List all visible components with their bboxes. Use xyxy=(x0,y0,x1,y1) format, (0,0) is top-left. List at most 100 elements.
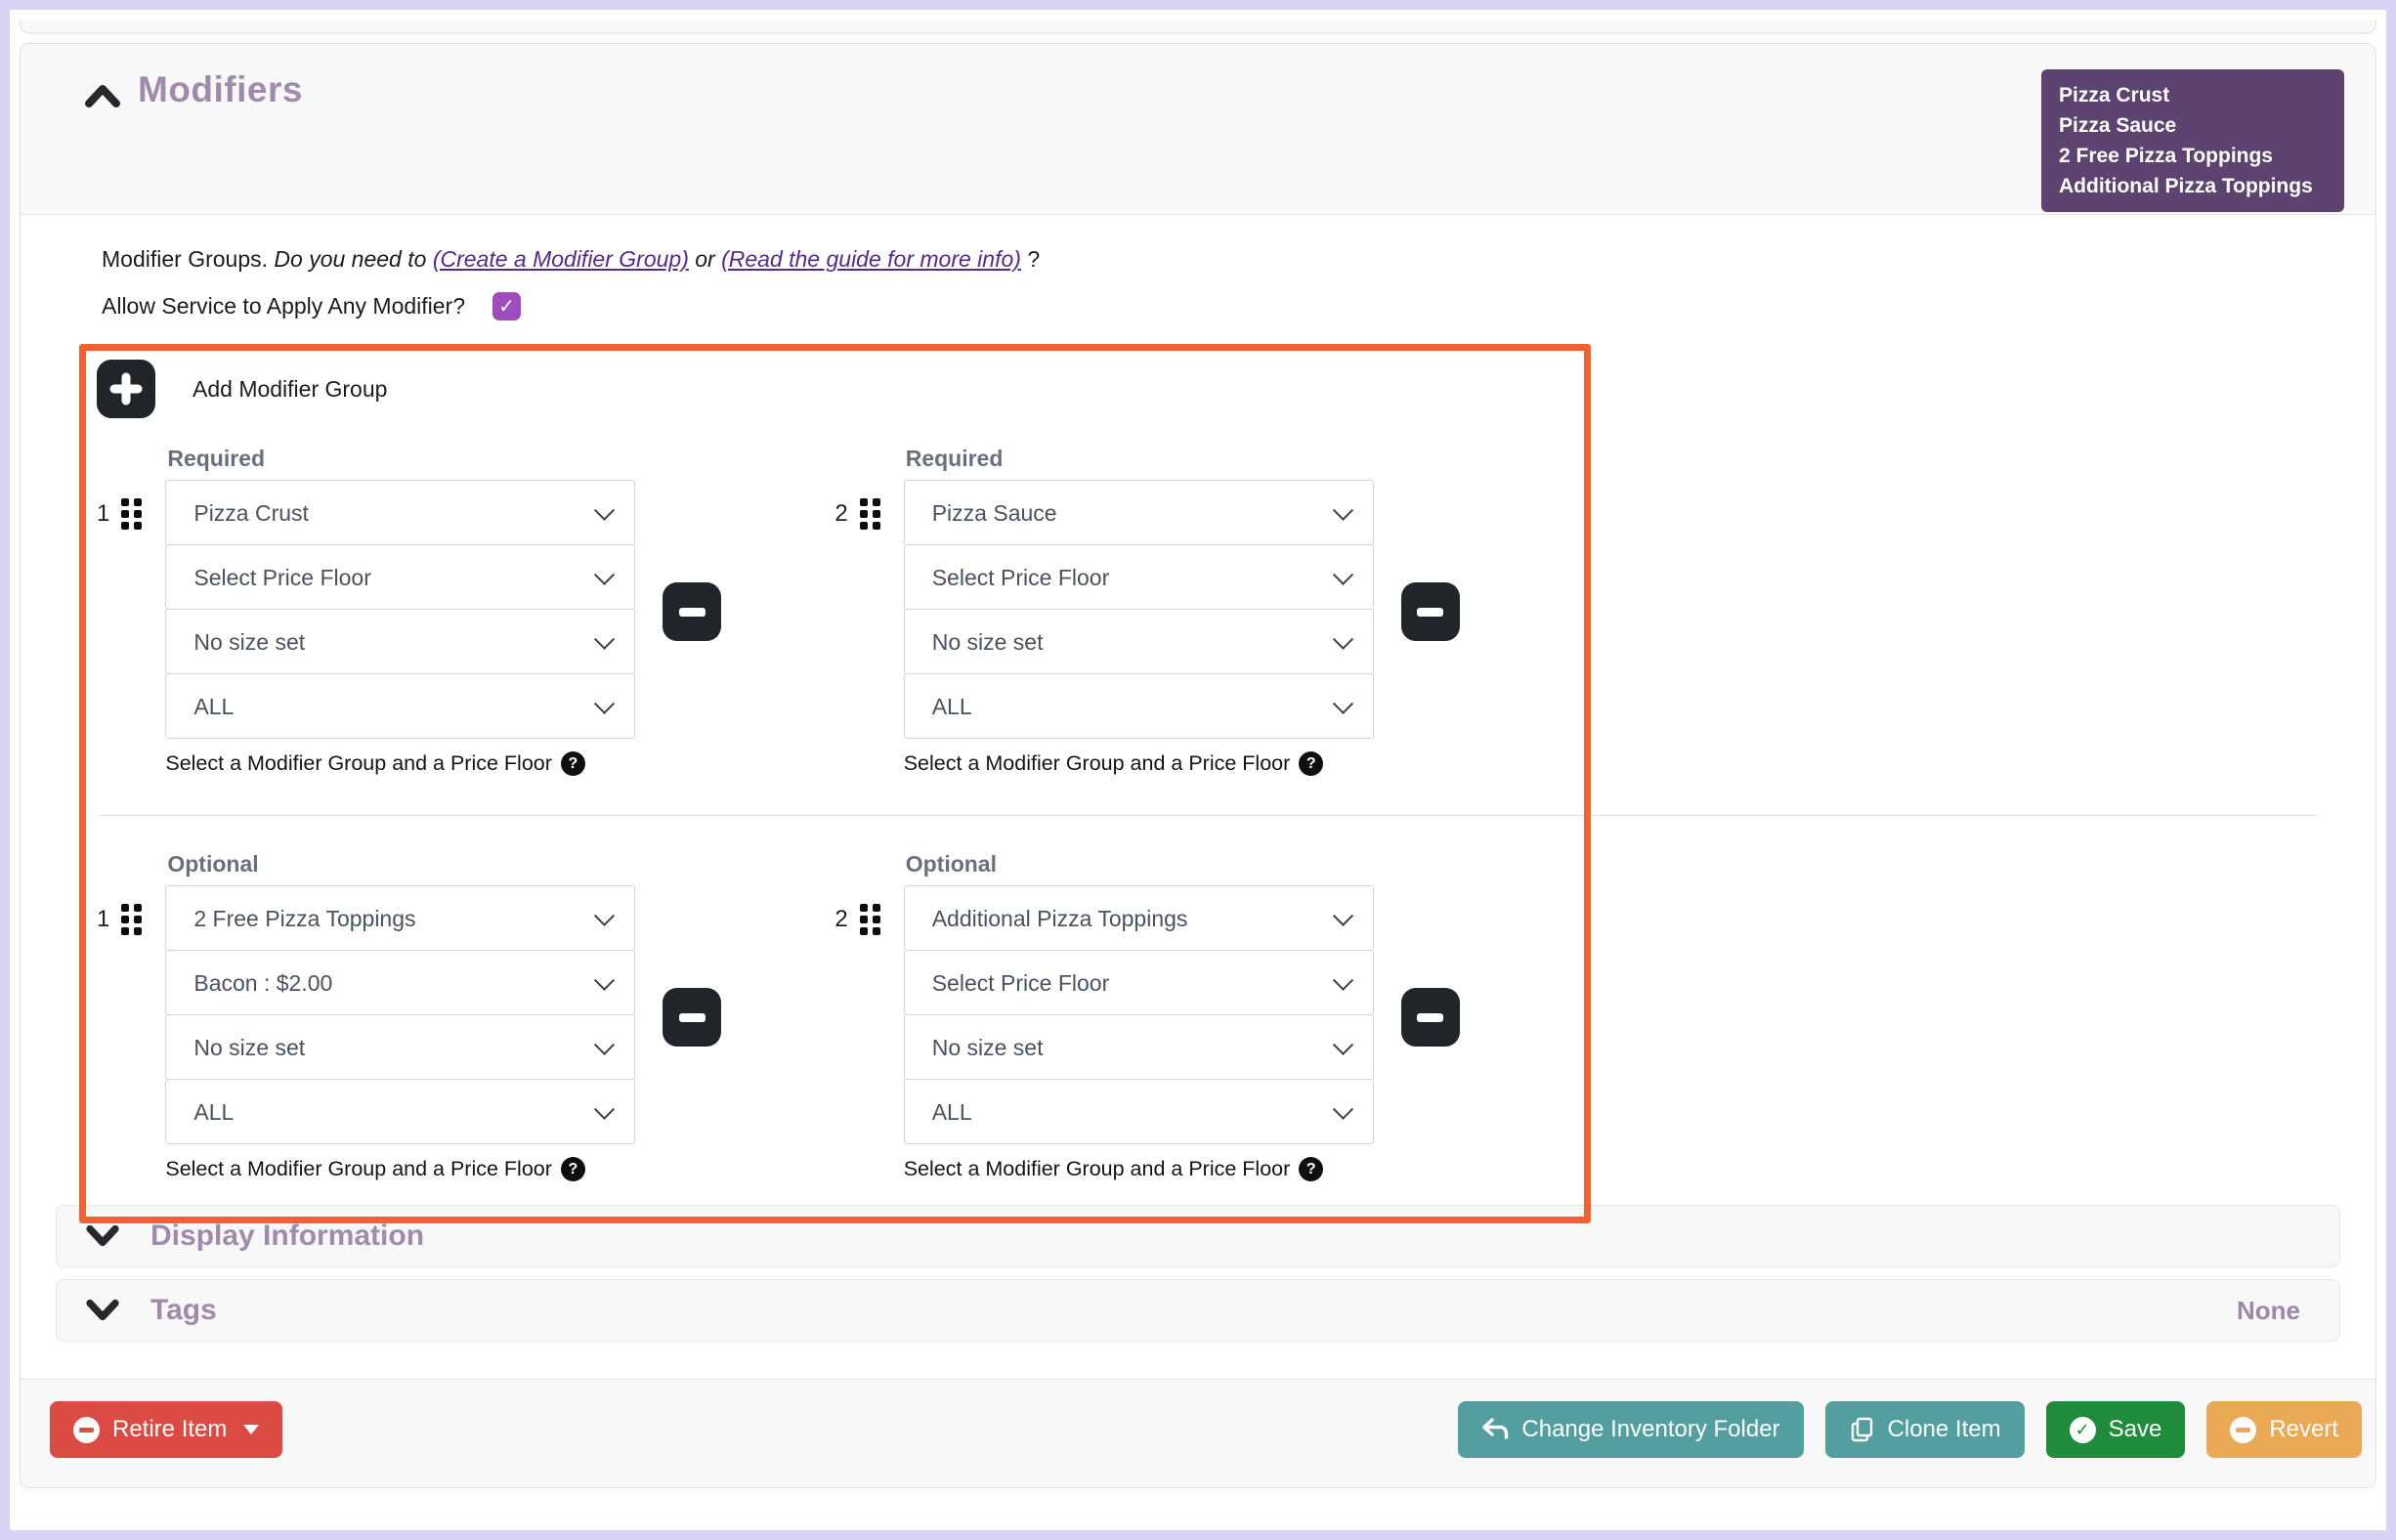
page-background: Modifiers Pizza Crust Pizza Sauce 2 Free… xyxy=(10,10,2386,1530)
modifier-group-card: 2 Optional Additional Pizza Toppings Sel… xyxy=(834,851,1460,1181)
help-icon[interactable]: ? xyxy=(560,1157,585,1181)
no-entry-icon xyxy=(2230,1416,2257,1443)
group-position: 1 xyxy=(97,500,110,527)
modifiers-section-header[interactable]: Modifiers Pizza Crust Pizza Sauce 2 Free… xyxy=(21,44,2375,215)
minus-icon xyxy=(1417,607,1444,617)
previous-section-card[interactable] xyxy=(20,20,2376,33)
change-inventory-folder-button[interactable]: Change Inventory Folder xyxy=(1458,1401,1804,1458)
help-text-line: Select a Modifier Group and a Price Floo… xyxy=(165,1157,635,1181)
modifier-group-select[interactable]: Additional Pizza Toppings xyxy=(903,885,1374,951)
intro-conjunction: or xyxy=(695,246,715,272)
optional-modifier-row: 1 Optional 2 Free Pizza Toppings Bacon :… xyxy=(97,851,2317,1181)
remove-group-button[interactable] xyxy=(663,582,722,641)
required-modifier-row: 1 Required Pizza Crust Select Price Floo… xyxy=(97,446,2317,776)
retire-item-button[interactable]: Retire Item xyxy=(50,1401,283,1458)
copy-pages-icon xyxy=(1851,1417,1872,1442)
help-text-line: Select a Modifier Group and a Price Floo… xyxy=(904,751,1374,776)
group-type-label: Required xyxy=(905,446,1004,471)
remove-group-button[interactable] xyxy=(1400,988,1460,1047)
read-guide-link[interactable]: (Read the guide for more info) xyxy=(721,246,1021,272)
size-select[interactable]: No size set xyxy=(903,1014,1374,1080)
create-modifier-group-link[interactable]: (Create a Modifier Group) xyxy=(432,246,689,272)
minus-icon xyxy=(678,1012,706,1022)
help-icon[interactable]: ? xyxy=(1299,1157,1324,1181)
help-text-line: Select a Modifier Group and a Price Floo… xyxy=(165,751,635,776)
drag-dots-icon xyxy=(121,904,143,935)
remove-group-button[interactable] xyxy=(663,988,722,1047)
section-tags[interactable]: Tags None xyxy=(56,1279,2340,1342)
undo-arrow-icon xyxy=(1482,1418,1509,1439)
help-text: Select a Modifier Group and a Price Floo… xyxy=(165,751,552,775)
section-title: Tags xyxy=(150,1294,217,1326)
no-entry-icon xyxy=(73,1416,100,1443)
help-text-line: Select a Modifier Group and a Price Floo… xyxy=(904,1157,1374,1181)
modifier-groups-intro: Modifier Groups. Do you need to (Create … xyxy=(102,246,2317,273)
summary-item: Pizza Sauce xyxy=(2059,114,2177,137)
scope-select[interactable]: ALL xyxy=(165,673,636,739)
help-icon[interactable]: ? xyxy=(560,751,585,776)
summary-item: 2 Free Pizza Toppings xyxy=(2059,145,2273,167)
allow-any-modifier-label: Allow Service to Apply Any Modifier? xyxy=(102,293,466,319)
group-position: 2 xyxy=(834,500,848,527)
check-circle-icon: ✓ xyxy=(2069,1416,2096,1443)
drag-handle[interactable]: 1 xyxy=(97,904,143,935)
size-select[interactable]: No size set xyxy=(165,609,636,674)
group-type-label: Optional xyxy=(905,851,997,877)
action-bar: Retire Item Change Inventory Folder Clon… xyxy=(21,1379,2375,1487)
tags-value-badge: None xyxy=(2237,1295,2300,1325)
scope-select[interactable]: ALL xyxy=(903,1079,1374,1144)
price-floor-select[interactable]: Select Price Floor xyxy=(903,544,1374,610)
modifier-group-select[interactable]: Pizza Sauce xyxy=(903,480,1374,545)
drag-dots-icon xyxy=(121,498,143,530)
minus-icon xyxy=(678,607,706,617)
section-display-information[interactable]: Display Information xyxy=(56,1205,2340,1267)
chevron-down-icon[interactable] xyxy=(86,1224,119,1248)
summary-item: Additional Pizza Toppings xyxy=(2059,175,2313,197)
size-select[interactable]: No size set xyxy=(165,1014,636,1080)
price-floor-select[interactable]: Select Price Floor xyxy=(903,950,1374,1015)
modifier-group-card: 1 Required Pizza Crust Select Price Floo… xyxy=(97,446,722,776)
caret-down-icon xyxy=(243,1425,260,1434)
modifier-group-select[interactable]: Pizza Crust xyxy=(165,480,636,545)
intro-question: Do you need to xyxy=(274,246,427,272)
drag-dots-icon xyxy=(859,498,880,530)
add-modifier-group-label: Add Modifier Group xyxy=(193,375,388,402)
plus-icon xyxy=(109,372,143,406)
size-select[interactable]: No size set xyxy=(903,609,1374,674)
help-text: Select a Modifier Group and a Price Floo… xyxy=(903,1157,1291,1180)
group-position: 1 xyxy=(97,906,110,932)
save-button[interactable]: ✓ Save xyxy=(2045,1401,2186,1458)
summary-item: Pizza Crust xyxy=(2059,84,2170,107)
allow-any-modifier-checkbox[interactable]: ✓ xyxy=(492,292,522,321)
drag-handle[interactable]: 1 xyxy=(97,498,143,530)
chevron-up-icon[interactable] xyxy=(85,83,120,108)
scope-select[interactable]: ALL xyxy=(903,673,1374,739)
group-type-label: Required xyxy=(167,446,266,471)
modifier-group-select[interactable]: 2 Free Pizza Toppings xyxy=(165,885,636,951)
group-type-label: Optional xyxy=(167,851,259,877)
modifiers-card: Modifiers Pizza Crust Pizza Sauce 2 Free… xyxy=(20,43,2376,1488)
section-title: Display Information xyxy=(150,1219,425,1252)
add-modifier-group-button[interactable] xyxy=(97,360,155,418)
intro-lead: Modifier Groups. xyxy=(102,246,269,272)
clone-item-button[interactable]: Clone Item xyxy=(1824,1401,2025,1458)
price-floor-select[interactable]: Select Price Floor xyxy=(165,544,636,610)
scope-select[interactable]: ALL xyxy=(165,1079,636,1144)
modifier-group-card: 1 Optional 2 Free Pizza Toppings Bacon :… xyxy=(97,851,722,1181)
price-floor-select[interactable]: Bacon : $2.00 xyxy=(165,950,636,1015)
chevron-down-icon[interactable] xyxy=(86,1299,119,1322)
remove-group-button[interactable] xyxy=(1400,582,1460,641)
minus-icon xyxy=(1417,1012,1444,1022)
modifiers-section-body: Modifier Groups. Do you need to (Create … xyxy=(21,215,2375,1223)
drag-handle[interactable]: 2 xyxy=(834,904,880,935)
help-icon[interactable]: ? xyxy=(1299,751,1324,776)
drag-dots-icon xyxy=(859,904,880,935)
intro-question-mark: ? xyxy=(1027,246,1041,272)
help-text: Select a Modifier Group and a Price Floo… xyxy=(903,751,1291,775)
revert-button[interactable]: Revert xyxy=(2206,1401,2362,1458)
row-divider xyxy=(99,815,2317,816)
group-position: 2 xyxy=(834,906,848,932)
drag-handle[interactable]: 2 xyxy=(834,498,880,530)
help-text: Select a Modifier Group and a Price Floo… xyxy=(165,1157,552,1180)
